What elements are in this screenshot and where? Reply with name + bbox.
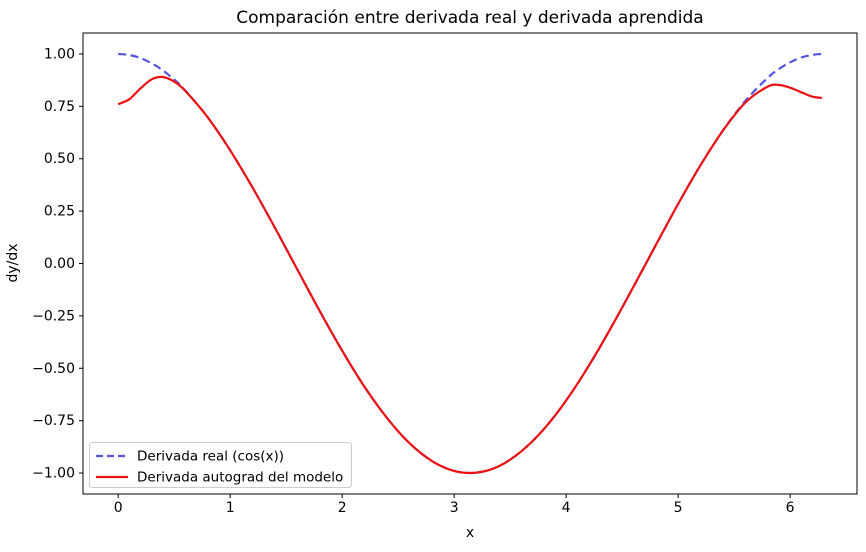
x-axis-label: x [466,525,474,541]
y-tick-label: −0.75 [32,413,75,429]
legend-frame [89,442,352,488]
y-tick-label: 0.75 [44,99,75,115]
x-tick-label: 2 [338,500,347,516]
x-tick-label: 3 [450,500,459,516]
x-tick-label: 6 [786,500,795,516]
y-tick-label: 0.00 [44,256,75,272]
y-tick-label: 0.50 [44,151,75,167]
x-ticks-layer: 0 1 2 3 4 5 6 [114,494,795,516]
y-tick-label: −0.50 [32,361,75,377]
chart-title: Comparación entre derivada real y deriva… [236,8,703,28]
legend-label-autograd: Derivada autograd del modelo [137,470,343,486]
y-axis-label: dy/dx [5,243,21,282]
x-tick-label: 4 [562,500,571,516]
axes-frame [82,32,858,495]
curves-layer [117,52,823,475]
autograd-derivative-curve [117,75,823,475]
x-tick-label: 1 [226,500,235,516]
legend: Derivada real (cos(x)) Derivada autograd… [89,442,352,488]
y-tick-label: −1.00 [32,466,75,482]
y-tick-label: 1.00 [44,46,75,62]
y-tick-label: 0.25 [44,204,75,220]
x-tick-label: 0 [114,500,123,516]
y-tick-label: −0.25 [32,308,75,324]
real-derivative-curve [118,52,822,475]
y-ticks-layer: 1.00 0.75 0.50 0.25 0.00 −0.25 −0.50 −0.75 −1.00 [32,46,83,482]
legend-label-real: Derivada real (cos(x)) [137,449,284,465]
x-tick-label: 5 [674,500,683,516]
